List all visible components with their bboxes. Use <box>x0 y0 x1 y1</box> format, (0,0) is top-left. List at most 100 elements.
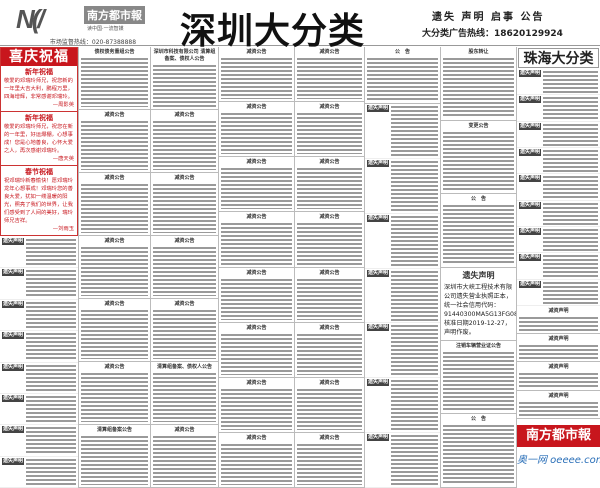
notice-body-text <box>26 426 76 455</box>
column-1: 喜庆祝福 新年祝福敬爱的邓瑞玲师兄，祝您新的一年里大吉大利，鹏程万里，四海增辉，… <box>0 47 79 488</box>
notice-body-text <box>221 112 292 155</box>
notice-body-text <box>297 112 362 155</box>
notice-block: 股东转让 <box>441 47 516 121</box>
lost-notice-label: 遗失声明 <box>367 324 390 332</box>
notice-block: 减资公告 <box>295 47 364 103</box>
lost-notice-label: 遗失声明 <box>367 104 390 112</box>
notice-heading: 清算组备案公告 <box>96 427 132 433</box>
column-3: 深圳市科技有限公司 清算组备案、债权人公告 减资公告 减资公告 减资公告 减资公告 清算组… <box>151 47 219 488</box>
notice-block: 债权债务重组公告 <box>79 47 150 110</box>
notice-body-text <box>543 175 598 199</box>
notice-body-text <box>391 434 438 486</box>
notice-heading: 减资公告 <box>319 214 340 221</box>
lost-notice-label: 遗失声明 <box>2 363 25 371</box>
masthead: N(/ 南方都市報 读中国·一流智媒 市场监督热线：020-87388888 深… <box>0 0 600 52</box>
notice-body-text <box>81 246 148 296</box>
notice-body-text <box>26 300 76 330</box>
blessings-title: 喜庆祝福 <box>1 48 77 66</box>
notice-body-text <box>391 379 438 432</box>
notice-heading: 减资公告 <box>246 269 267 276</box>
notice-body-text <box>26 332 76 361</box>
notice-heading: 减资公告 <box>246 214 267 221</box>
lost-notice-label: 遗失声明 <box>2 238 25 245</box>
notice-heading: 深圳市科技有限公司 清算组备案、债权人公告 <box>153 49 216 62</box>
notice-heading: 减资公告 <box>104 112 125 118</box>
notice-body-text <box>543 122 598 146</box>
notice-block: 减资公告 <box>295 268 364 323</box>
lost-notice-item: 遗失声明 <box>517 95 600 122</box>
blessing-signature: —刘雨玉 <box>52 226 74 232</box>
blessing-text: 祝邓瑞玲新春愉快！愿邓瑞玲龙年心想事成！邓瑞玲您的善良大爱，犹如一缕温暖的阳光，… <box>4 178 73 224</box>
notice-body-text <box>443 204 514 265</box>
lost-notice-label: 遗失声明 <box>519 227 542 235</box>
notice-block: 减资公告 <box>219 323 294 378</box>
notice-body-text <box>153 309 216 359</box>
notice-body-text <box>297 222 362 265</box>
notice-heading: 减资公告 <box>319 49 340 55</box>
lost-notice-label: 遗失声明 <box>2 394 25 402</box>
notice-block: 减资公告 <box>79 299 150 362</box>
lost-notice-label: 遗失声明 <box>367 379 390 387</box>
blessing-section: 春节祝福 祝邓瑞玲新春愉快！愿邓瑞玲龙年心想事成！邓瑞玲您的善良大爱，犹如一缕温暖… <box>1 166 77 235</box>
blessings-box: 喜庆祝福 新年祝福敬爱的邓瑞玲师兄，祝您新的一年里大吉大利，鹏程万里，四海增辉，… <box>0 47 78 236</box>
notice-heading: 股东转让 <box>468 49 489 55</box>
notice-body-text <box>519 344 598 360</box>
notice-heading: 减资公告 <box>104 301 125 307</box>
notice-heading: 注销车辆营业证公告 <box>455 342 501 349</box>
newspaper-logo: 南方都市報 <box>84 6 145 24</box>
notice-body-text <box>26 394 76 424</box>
notice-block: 减资公告 <box>151 173 218 236</box>
notice-heading: 减资声明 <box>548 364 569 371</box>
notice-block: 变更公告 <box>441 121 516 195</box>
column-7: 股东转让 变更公告公 告遗失声明 深圳市大峡工程技术有限公司遗失营业执照正本，统一社… <box>441 47 517 488</box>
lost-notice-label: 遗失声明 <box>367 269 390 277</box>
notice-body-text <box>297 387 362 430</box>
notice-block: 清算组备案、债权人公告 <box>151 362 218 425</box>
blessing-heading: 新年祝福 <box>25 68 53 76</box>
lost-notice-item: 遗失声明 <box>0 331 78 363</box>
notice-heading: 减资公告 <box>174 175 195 181</box>
notice-body-text <box>221 222 292 265</box>
notice-body-text <box>221 167 292 210</box>
notice-block: 减资声明 <box>517 306 600 335</box>
lost-notice-item: 遗失声明 <box>517 122 600 148</box>
blessing-heading: 新年祝福 <box>25 114 53 122</box>
lost-notice-label: 遗失声明 <box>519 122 542 130</box>
notice-heading: 减资公告 <box>174 112 195 118</box>
blessing-signature: —周影英 <box>52 102 74 108</box>
notice-block: 减资公告 <box>79 236 150 299</box>
notice-body-text <box>81 183 148 233</box>
notice-body-text <box>297 332 362 375</box>
notice-block: 减资公告 <box>219 102 294 158</box>
logo-slogan: 读中国·一流智媒 <box>87 26 124 32</box>
notice-block: 减资公告 <box>79 362 150 425</box>
lost-notice-label: 遗失声明 <box>519 254 542 262</box>
supervision-hotline: 市场监督热线：020-87388888 <box>49 39 137 46</box>
notice-heading: 减资公告 <box>246 379 267 386</box>
notice-body-text <box>543 227 598 252</box>
blessing-text: 敬爱的邓瑞玲师兄，祝您新的一年里大吉大利，鹏程万里，四海增辉，非常感谢邓瑞玲。 <box>4 78 73 100</box>
notice-block: 减资公告 <box>79 110 150 173</box>
notice-body-text <box>221 332 292 375</box>
lost-notice-item: 遗失声明 <box>517 148 600 175</box>
notice-block: 减资公告 <box>295 212 364 268</box>
notice-body-text <box>297 277 362 320</box>
lost-notice-item: 遗失声明 <box>365 104 440 159</box>
lost-notice-item: 遗失声明 <box>0 237 78 269</box>
notice-body-text <box>391 104 438 157</box>
column-6: 公 告遗失声明 遗失声明 遗失声明 遗失声明 遗失声明 遗失声明 遗失声明 <box>365 47 441 488</box>
notice-body-text <box>391 214 438 267</box>
notice-heading: 减资声明 <box>548 336 569 343</box>
notice-block: 减资公告 <box>219 47 294 103</box>
lost-notice-label: 遗失声明 <box>2 300 25 308</box>
notice-body-text <box>519 372 598 388</box>
notice-body-text <box>153 372 216 422</box>
notice-heading: 减资公告 <box>246 434 267 441</box>
notice-heading: 减资公告 <box>319 159 340 166</box>
lost-notice-item: 遗失声明 <box>365 433 440 488</box>
notice-block: 减资公告 <box>295 378 364 433</box>
notice-block: 减资公告 <box>219 433 294 488</box>
lost-notice-item: 遗失声明 <box>0 300 78 332</box>
notice-body-text <box>297 57 362 100</box>
notice-heading: 减资声明 <box>548 392 569 399</box>
